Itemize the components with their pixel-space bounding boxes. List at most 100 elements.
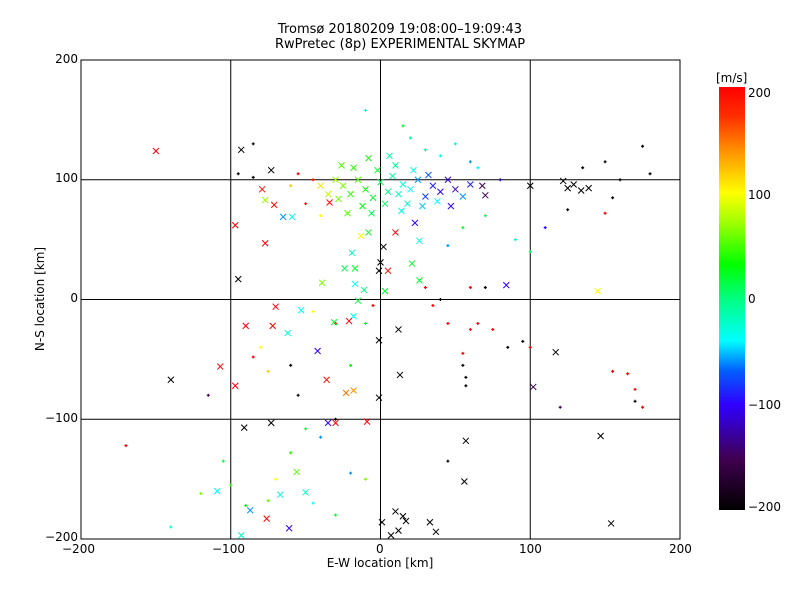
data-point-cross — [240, 424, 248, 431]
x-tick-label: 100 — [519, 542, 542, 556]
data-point-cross — [395, 190, 402, 198]
data-point-small — [364, 108, 368, 112]
data-point-cross — [323, 376, 330, 384]
data-point-small — [229, 483, 233, 487]
x-tick-label: 200 — [669, 542, 692, 556]
data-point-small — [648, 172, 652, 176]
data-point-cross — [374, 166, 381, 174]
data-point-cross — [377, 259, 384, 266]
data-point-small — [251, 142, 255, 146]
chart-subtitle: RwPretec (8p) EXPERIMENTAL SKYMAP — [274, 37, 526, 52]
data-point-cross — [414, 176, 422, 184]
data-point-small — [461, 226, 465, 230]
data-point-cross — [324, 190, 332, 198]
data-point-cross — [452, 185, 459, 193]
data-point-cross — [380, 243, 387, 251]
data-point-cross — [237, 532, 245, 539]
data-point-small — [438, 154, 442, 158]
y-axis-label: N-S location [km] — [33, 246, 47, 352]
data-point-cross — [426, 518, 434, 526]
data-point-small — [401, 124, 405, 128]
data-point-cross — [360, 286, 368, 294]
data-point-small — [206, 393, 210, 397]
data-point-cross — [347, 190, 354, 198]
data-point-small — [626, 372, 630, 376]
data-point-cross — [559, 177, 567, 185]
data-point-cross — [279, 213, 287, 221]
data-point-small — [364, 321, 368, 325]
data-point-small — [169, 525, 173, 529]
data-point-cross — [362, 185, 369, 193]
data-point-cross — [384, 267, 392, 275]
data-point-small — [581, 166, 585, 170]
data-point-small — [446, 459, 450, 463]
data-point-small — [371, 303, 375, 307]
data-point-small — [334, 513, 338, 517]
data-point-small — [199, 491, 203, 495]
data-point-cross — [381, 200, 389, 208]
colorbar — [719, 87, 745, 510]
data-point-small — [438, 298, 442, 301]
data-point-small — [513, 238, 517, 242]
data-point-cross — [267, 166, 275, 174]
data-point-cross — [375, 394, 383, 402]
colorbar-tick: 0 — [748, 292, 756, 306]
data-point-cross — [284, 329, 292, 337]
data-point-cross — [377, 178, 384, 186]
data-point-cross — [407, 185, 414, 193]
data-point-small — [611, 196, 615, 200]
data-point-small — [259, 345, 263, 349]
y-tick-label: −100 — [45, 411, 78, 425]
data-point-cross — [389, 172, 396, 180]
colorbar-tick: −100 — [748, 398, 781, 412]
data-point-cross — [466, 181, 474, 188]
data-point-cross — [258, 185, 266, 193]
data-point-cross — [351, 280, 359, 288]
data-point-small — [476, 166, 480, 170]
data-point-cross — [213, 487, 221, 495]
data-point-small — [611, 369, 615, 373]
data-point-cross — [338, 162, 345, 169]
data-point-cross — [288, 213, 296, 221]
data-point-small — [543, 226, 547, 230]
data-point-small — [468, 327, 472, 331]
data-point-cross — [577, 187, 585, 194]
data-point-cross — [526, 182, 534, 190]
data-point-cross — [242, 322, 250, 330]
data-point-small — [124, 444, 128, 448]
data-point-cross — [392, 229, 399, 236]
data-point-cross — [392, 162, 399, 169]
data-point-small — [603, 160, 607, 164]
data-point-cross — [425, 171, 432, 179]
data-point-small — [311, 178, 315, 182]
data-point-small — [319, 435, 323, 439]
data-point-small — [266, 369, 270, 373]
data-point-cross — [314, 347, 321, 355]
x-tick-label: −200 — [62, 542, 95, 556]
data-point-cross — [395, 527, 402, 534]
data-point-small — [296, 172, 300, 176]
data-point-small — [236, 172, 240, 176]
data-point-cross — [552, 348, 560, 356]
data-point-cross — [365, 229, 372, 236]
data-point-cross — [348, 249, 356, 257]
data-point-small — [431, 303, 435, 307]
data-point-cross — [318, 279, 326, 287]
data-point-small — [244, 503, 248, 507]
plot-frame — [80, 59, 681, 540]
data-point-small — [468, 286, 472, 290]
data-point-cross — [462, 437, 470, 445]
data-point-cross — [270, 201, 278, 209]
data-point-cross — [152, 147, 160, 155]
data-point-cross — [411, 219, 419, 227]
data-point-cross — [326, 199, 333, 206]
x-tick-label: 0 — [376, 542, 384, 556]
data-point-small — [618, 178, 622, 182]
data-point-cross — [419, 202, 426, 210]
data-point-cross — [344, 209, 351, 217]
data-point-cross — [263, 515, 271, 522]
data-point-cross — [395, 326, 402, 333]
data-point-small — [423, 286, 427, 290]
data-point-cross — [434, 197, 441, 205]
